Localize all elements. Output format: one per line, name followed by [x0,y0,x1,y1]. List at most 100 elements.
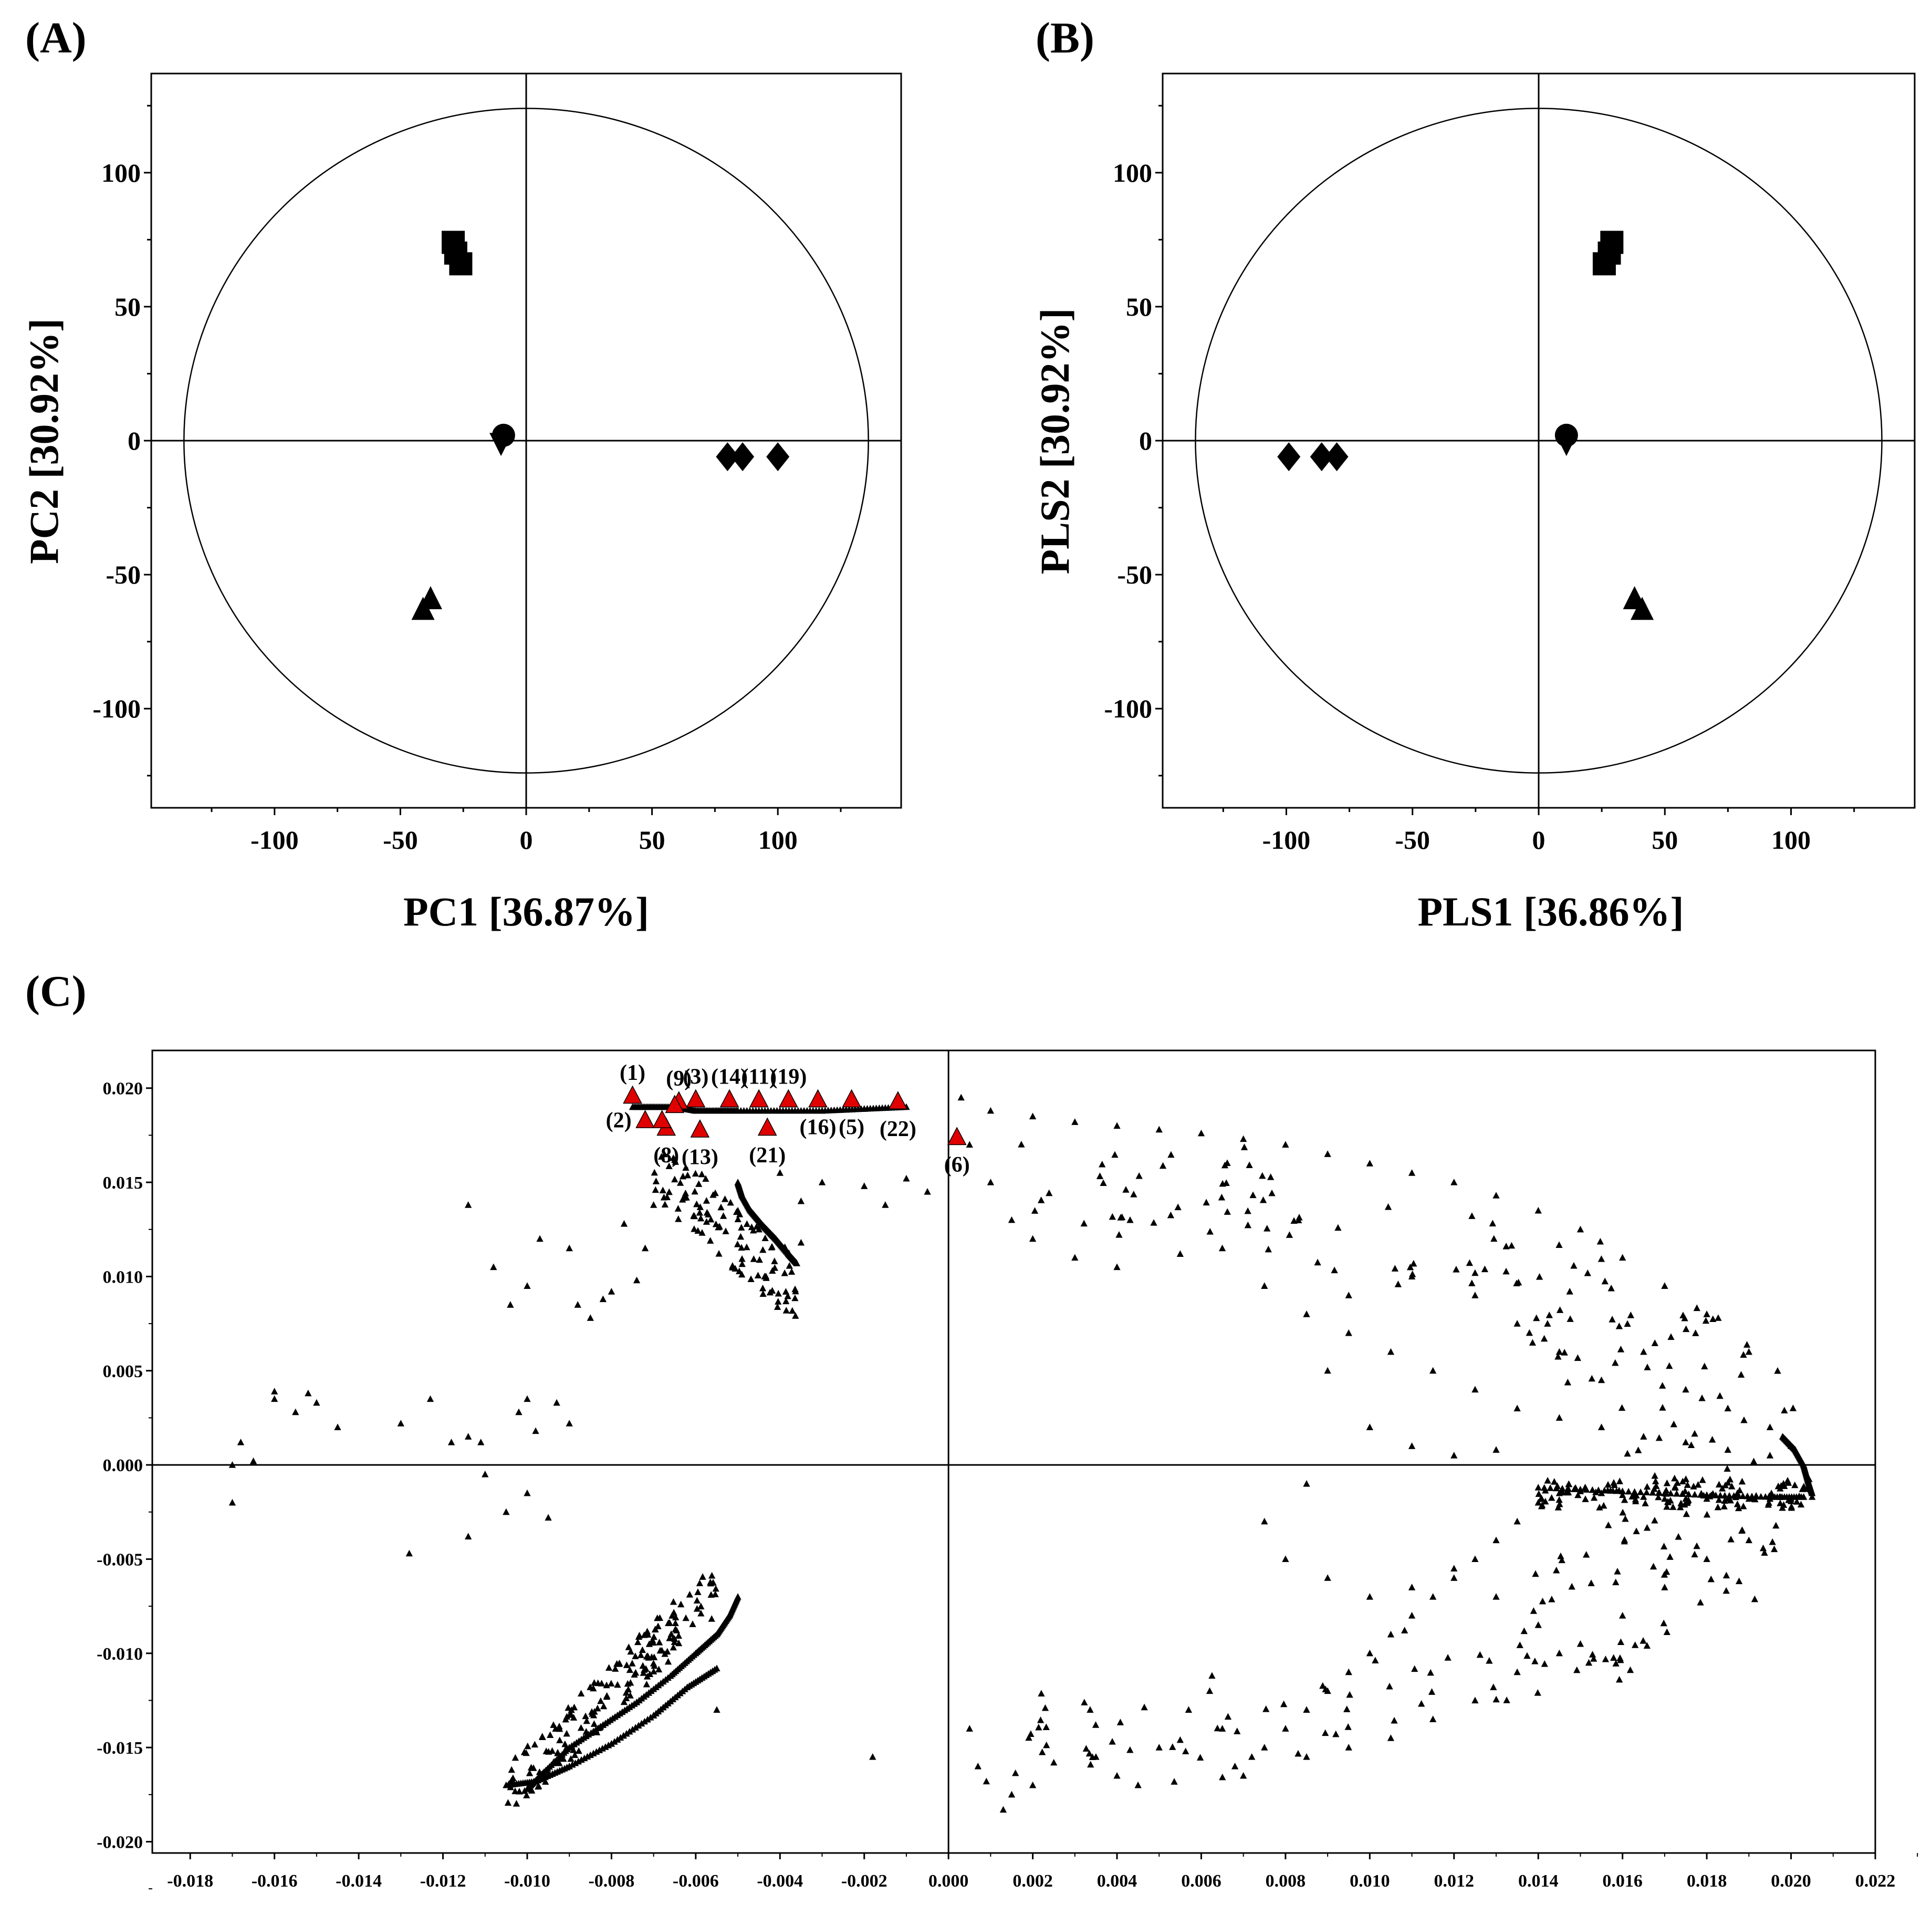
panel-c-loading-point [1626,1666,1634,1673]
panel-c-loading-point [465,1201,472,1208]
panel-c-loading-point [532,1427,539,1434]
panel-c-loading-point [1683,1510,1690,1517]
panel-c-loading-point [721,1195,729,1202]
panel-c-loading-point [503,1508,510,1515]
panel-a-y-axis-title: PC2 [30.92%] [21,318,67,564]
panel-c-point-label: (11) [741,1065,777,1089]
panel-c-loading-point [1693,1542,1700,1549]
panel-c-loading-point [664,1648,671,1655]
panel-c-loading-point [1548,1596,1555,1602]
panel-c-highlighted-point [623,1085,642,1104]
panel-c-x-tick-label: 0.014 [1518,1871,1559,1891]
panel-c-loading-point [766,1288,774,1296]
panel-c-loading-point [707,1215,715,1223]
panel-c-loading-point [1780,1501,1788,1508]
panel-c-loading-point [1259,1196,1267,1203]
panel-c-x-tick-label: 0.000 [928,1871,969,1891]
panel-c-loading-point [542,1778,549,1785]
panel-c-loading-point [1660,1543,1668,1550]
panel-c-loading-point [1471,1386,1479,1393]
panel-c-loading-point [1174,1203,1182,1211]
panel-c-loading-point [465,1533,472,1540]
panel-c-loading-point [1295,1216,1302,1223]
panel-c-loading-point [1081,1699,1088,1705]
panel-c-loading-point [634,1638,642,1646]
panel-c-loading-point [694,1227,702,1234]
panel-c-loading-point [1643,1483,1651,1490]
panel-c-loading-point [620,1732,627,1739]
panel-c-loading-point [1513,1279,1520,1287]
panel-b-x-tick-label: 0 [1532,825,1545,855]
panel-c-loading-point [1092,1721,1100,1728]
panel-c-loading-point [566,1244,573,1252]
panel-c-loading-point [713,1664,720,1672]
panel-c-loading-point [774,1303,781,1310]
panel-c-loading-point [1197,1129,1205,1137]
panel-c-loading-point [599,1295,607,1303]
panel-c-loading-point [708,1571,716,1579]
panel-c-loading-point [1113,1263,1121,1271]
panel-c-loading-point [682,1164,690,1171]
panel-c-loading-point [660,1193,668,1201]
panel-c-loading-point [1534,1498,1542,1506]
panel-c-loading-point [1661,1489,1668,1496]
panel-c-loading-point [1619,1487,1626,1494]
panel-c-loading-point [1735,1492,1742,1499]
panel-c-loading-point [1428,1688,1436,1695]
panel-c-loading-point [1727,1535,1735,1543]
panel-c-loading-point [1261,1282,1268,1289]
panel-c-loading-point [661,1201,669,1207]
panel-c-loading-point [1770,1545,1778,1553]
panel-c-loading-point [553,1399,560,1406]
panel-c-loading-point [1649,1563,1657,1570]
panel-c-loading-point [782,1288,790,1295]
panel-c-loading-point [1513,1668,1521,1675]
panel-c-loading-point [1490,1683,1497,1691]
panel-c-loading-point [1224,1159,1231,1167]
panel-c-loading-point [1096,1172,1104,1179]
panel-c-loading-point [1576,1640,1584,1647]
panel-c-loading-point [1109,1738,1116,1745]
panel-c-loading-point [1113,1122,1121,1129]
panel-c-loading-point [1516,1641,1523,1648]
panel-c-loading-point [1663,1503,1670,1510]
panel-c-loading-point [237,1439,245,1445]
panel-c-loading-point [1282,1141,1289,1148]
panel-c-loading-point [698,1170,706,1178]
panel-c-loading-point [1025,1734,1032,1741]
panel-c-loading-point [1568,1583,1575,1590]
panel-c-loading-point [613,1660,621,1667]
panel-c-loading-point [1109,1213,1116,1220]
panel-c-loading-point [1384,1203,1392,1210]
panel-c-loading-point [1071,1118,1079,1125]
panel-c-loading-point [1720,1503,1728,1510]
panel-c-loading-point [1386,1682,1393,1690]
panel-c-loading-point [791,1294,799,1302]
panel-c-loading-point [1366,1423,1374,1430]
panel-c-loading-point [1218,1725,1226,1732]
panel-c-loading-point [1605,1521,1612,1528]
panel-c-loading-point [611,1738,618,1745]
panel-c-loading-point [1631,1488,1638,1495]
panel-c-loading-point [754,1272,762,1278]
panel-c-loading-point [1418,1700,1425,1707]
panel-c-loading-point [598,1680,605,1687]
panel-c-loading-point [1681,1314,1688,1321]
panel-c-loading-point [1261,1517,1268,1525]
panel-c-loading-point [737,1233,745,1240]
panel-c-loading-point [1556,1306,1564,1313]
panel-c-loading-point [1604,1481,1612,1488]
panel-c-loading-point [924,1188,931,1195]
panel-c-loading-point [1574,1491,1582,1498]
panel-c-loading-point [639,1662,646,1669]
panel-c-loading-point [734,1206,742,1214]
panel-c-loading-point [567,1755,575,1762]
panel-c-loading-point [620,1220,628,1227]
panel-c-loading-point [703,1218,711,1225]
panel-c-loading-point [1583,1551,1590,1558]
panel-c-loading-point [693,1200,701,1207]
panel-c-loading-point [1588,1375,1595,1382]
panel-c-loading-point [1155,1744,1163,1751]
panel-c-loading-point [1557,1552,1564,1559]
panel-c-x-tick-label: -0.006 [673,1871,719,1891]
